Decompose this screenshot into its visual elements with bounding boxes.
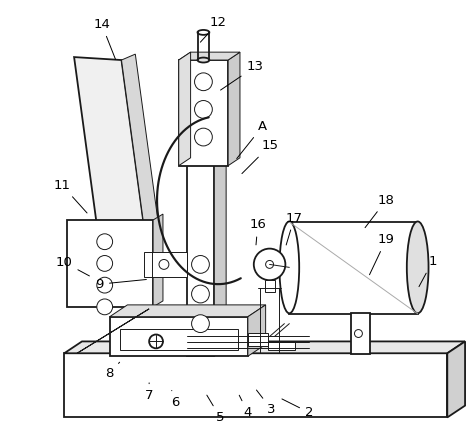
Polygon shape [64,341,465,353]
Text: 2: 2 [282,399,313,419]
Circle shape [194,73,212,90]
Circle shape [159,260,169,269]
Ellipse shape [198,58,210,62]
Circle shape [191,285,210,303]
Polygon shape [77,309,149,353]
Ellipse shape [198,30,210,35]
Bar [264,280,274,292]
Text: 16: 16 [249,218,266,245]
Bar [179,60,228,166]
Bar [144,252,187,277]
Circle shape [191,315,210,333]
Bar [119,329,238,350]
Polygon shape [187,92,226,100]
Circle shape [97,277,113,293]
Bar [64,353,447,417]
Polygon shape [74,57,149,264]
Polygon shape [228,52,240,166]
Bar [187,100,214,356]
Text: 9: 9 [96,277,146,291]
Text: 4: 4 [239,395,252,419]
Text: 17: 17 [286,212,303,245]
Ellipse shape [280,222,299,313]
Text: 10: 10 [56,256,90,276]
Text: 19: 19 [370,233,394,275]
Text: 6: 6 [172,390,180,409]
Text: 13: 13 [220,60,263,90]
Polygon shape [109,305,265,317]
Bar [351,313,370,354]
Polygon shape [179,52,191,166]
Bar [248,333,268,347]
Polygon shape [121,54,163,264]
Circle shape [97,299,113,315]
Text: 14: 14 [93,18,116,59]
Text: 5: 5 [207,395,225,424]
Polygon shape [447,341,465,417]
Circle shape [194,128,212,146]
Circle shape [97,256,113,271]
Polygon shape [179,52,240,60]
Text: 3: 3 [256,390,276,416]
Text: 15: 15 [242,139,278,173]
Text: 1: 1 [419,255,437,287]
Ellipse shape [407,222,428,313]
Text: 18: 18 [365,194,394,228]
Text: 11: 11 [54,179,87,213]
Polygon shape [153,214,163,307]
Circle shape [265,260,273,268]
Bar [67,220,153,307]
Circle shape [254,249,285,280]
Bar [109,317,248,356]
Text: 8: 8 [105,362,119,379]
Circle shape [355,329,363,337]
Circle shape [149,334,163,348]
Circle shape [97,234,113,250]
Text: 12: 12 [201,16,227,42]
Text: 7: 7 [145,383,154,402]
Polygon shape [248,305,265,356]
Polygon shape [214,92,226,356]
Bar [289,222,418,314]
Circle shape [194,101,212,118]
Text: A: A [237,120,267,159]
Circle shape [191,256,210,273]
Bar [268,343,295,350]
